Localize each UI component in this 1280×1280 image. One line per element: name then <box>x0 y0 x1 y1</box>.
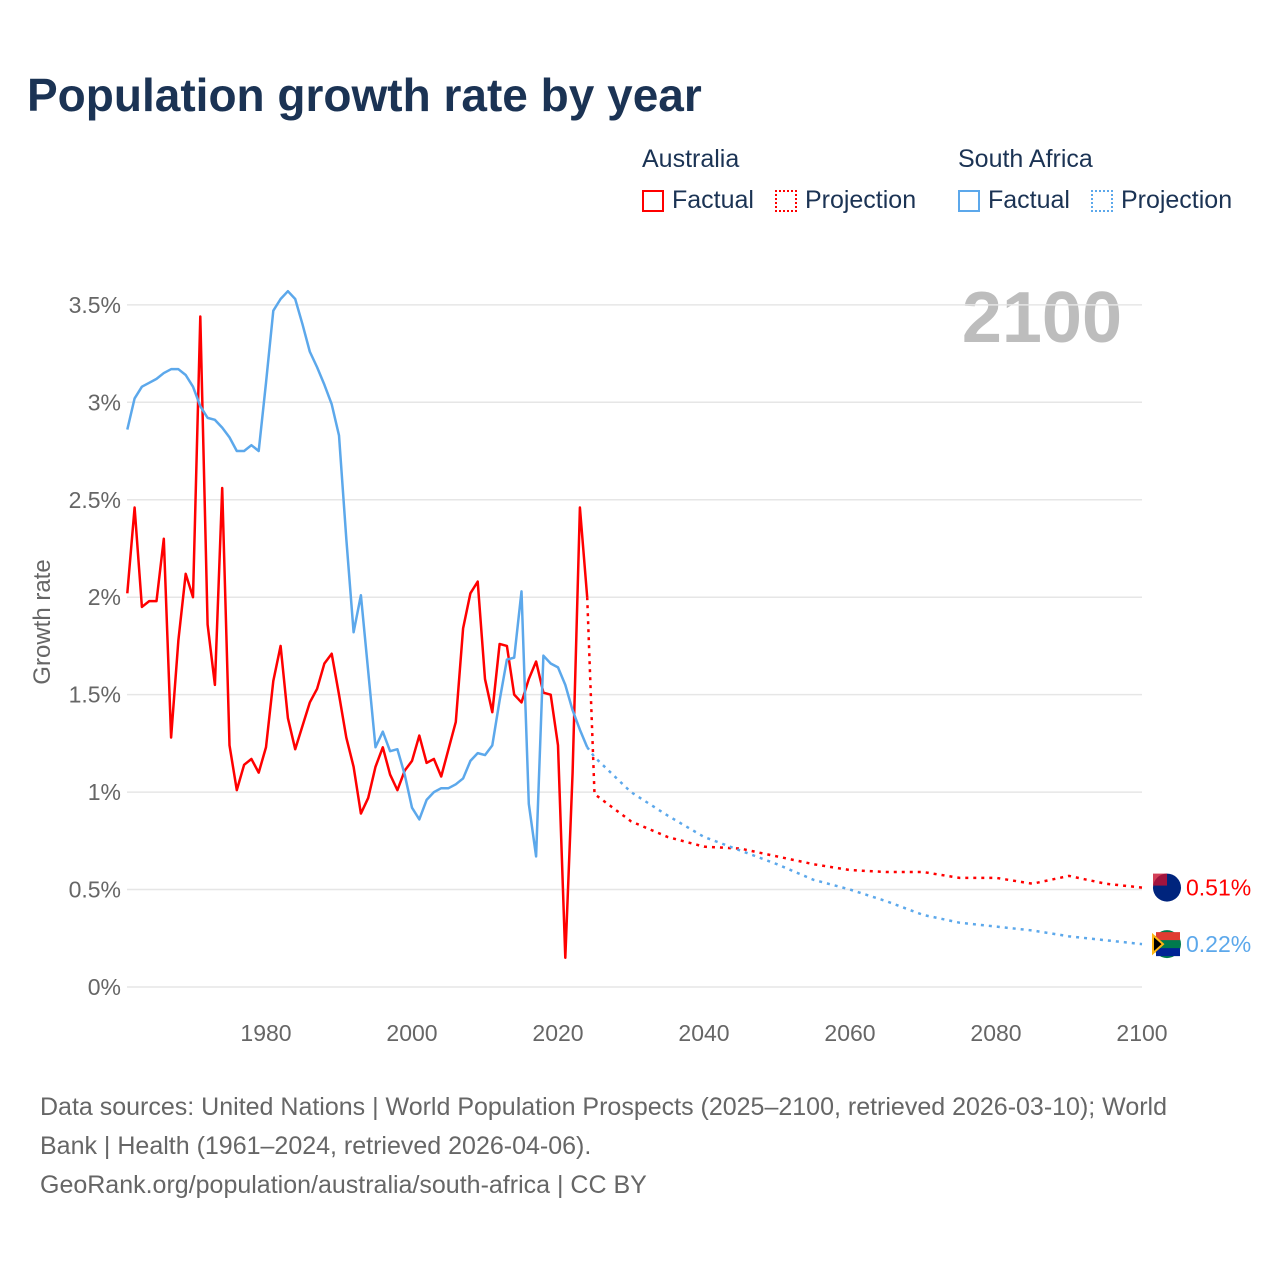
y-tick-label: 0% <box>88 974 121 1000</box>
year-watermark: 2100 <box>962 278 1122 358</box>
y-tick-label: 2% <box>88 584 121 610</box>
y-axis-label: Growth rate <box>29 559 56 684</box>
chart-title: Population growth rate by year <box>27 69 702 121</box>
x-tick-label: 2020 <box>532 1020 583 1046</box>
flag-triangle <box>1152 932 1165 956</box>
flag-red <box>1156 932 1180 941</box>
flag-blue <box>1156 948 1180 957</box>
legend-australia-factual[interactable]: Factual <box>642 186 754 215</box>
legend-south-africa-factual[interactable]: Factual <box>958 186 1070 215</box>
legend-label: Factual <box>988 186 1070 214</box>
solid-swatch-icon <box>642 189 664 212</box>
legend-group-label: Australia <box>642 145 740 173</box>
union-jack <box>1153 873 1167 886</box>
legend-label: Factual <box>672 186 754 214</box>
projection-line-0 <box>585 597 1143 889</box>
legend-label: Projection <box>804 186 917 214</box>
source-link[interactable]: GeoRank.org/population/australia/south-a… <box>40 1171 647 1199</box>
footer: Data sources: United Nations | World Pop… <box>40 1088 1230 1205</box>
projection-line-1 <box>586 746 1143 946</box>
x-tick-label: 2060 <box>824 1020 875 1046</box>
australia-flag-icon <box>1153 873 1181 902</box>
x-tick-label: 2000 <box>386 1020 437 1046</box>
solid-swatch-icon <box>958 189 980 212</box>
legend-australia-projection[interactable]: Projection <box>774 186 917 215</box>
legend-group-label: South Africa <box>958 145 1093 173</box>
legend-south-africa: South Africa Factual Projection <box>958 145 1246 219</box>
y-tick-label: 0.5% <box>69 877 121 903</box>
x-tick-label: 2080 <box>970 1020 1021 1046</box>
legend-south-africa-projection[interactable]: Projection <box>1090 186 1233 215</box>
legend-australia: Australia Factual Projection <box>642 145 930 219</box>
factual-line-1 <box>126 289 589 858</box>
dotted-swatch-icon <box>1090 189 1113 212</box>
y-tick-label: 1% <box>88 779 121 805</box>
y-tick-label: 2.5% <box>69 487 121 513</box>
dotted-swatch-icon <box>774 189 797 212</box>
x-tick-label: 1980 <box>240 1020 291 1046</box>
y-tick-label: 1.5% <box>69 682 121 708</box>
legend-label: Projection <box>1120 186 1233 214</box>
factual-line-0 <box>126 315 589 960</box>
south-africa-flag-icon <box>1152 930 1181 959</box>
y-tick-label: 3% <box>88 389 121 415</box>
data-sources: Data sources: United Nations | World Pop… <box>40 1093 1168 1160</box>
x-tick-label: 2100 <box>1116 1020 1167 1046</box>
end-value-label: 0.22% <box>1186 931 1251 957</box>
x-tick-label: 2040 <box>678 1020 729 1046</box>
y-tick-label: 3.5% <box>69 292 121 318</box>
end-value-label: 0.51% <box>1186 875 1251 901</box>
